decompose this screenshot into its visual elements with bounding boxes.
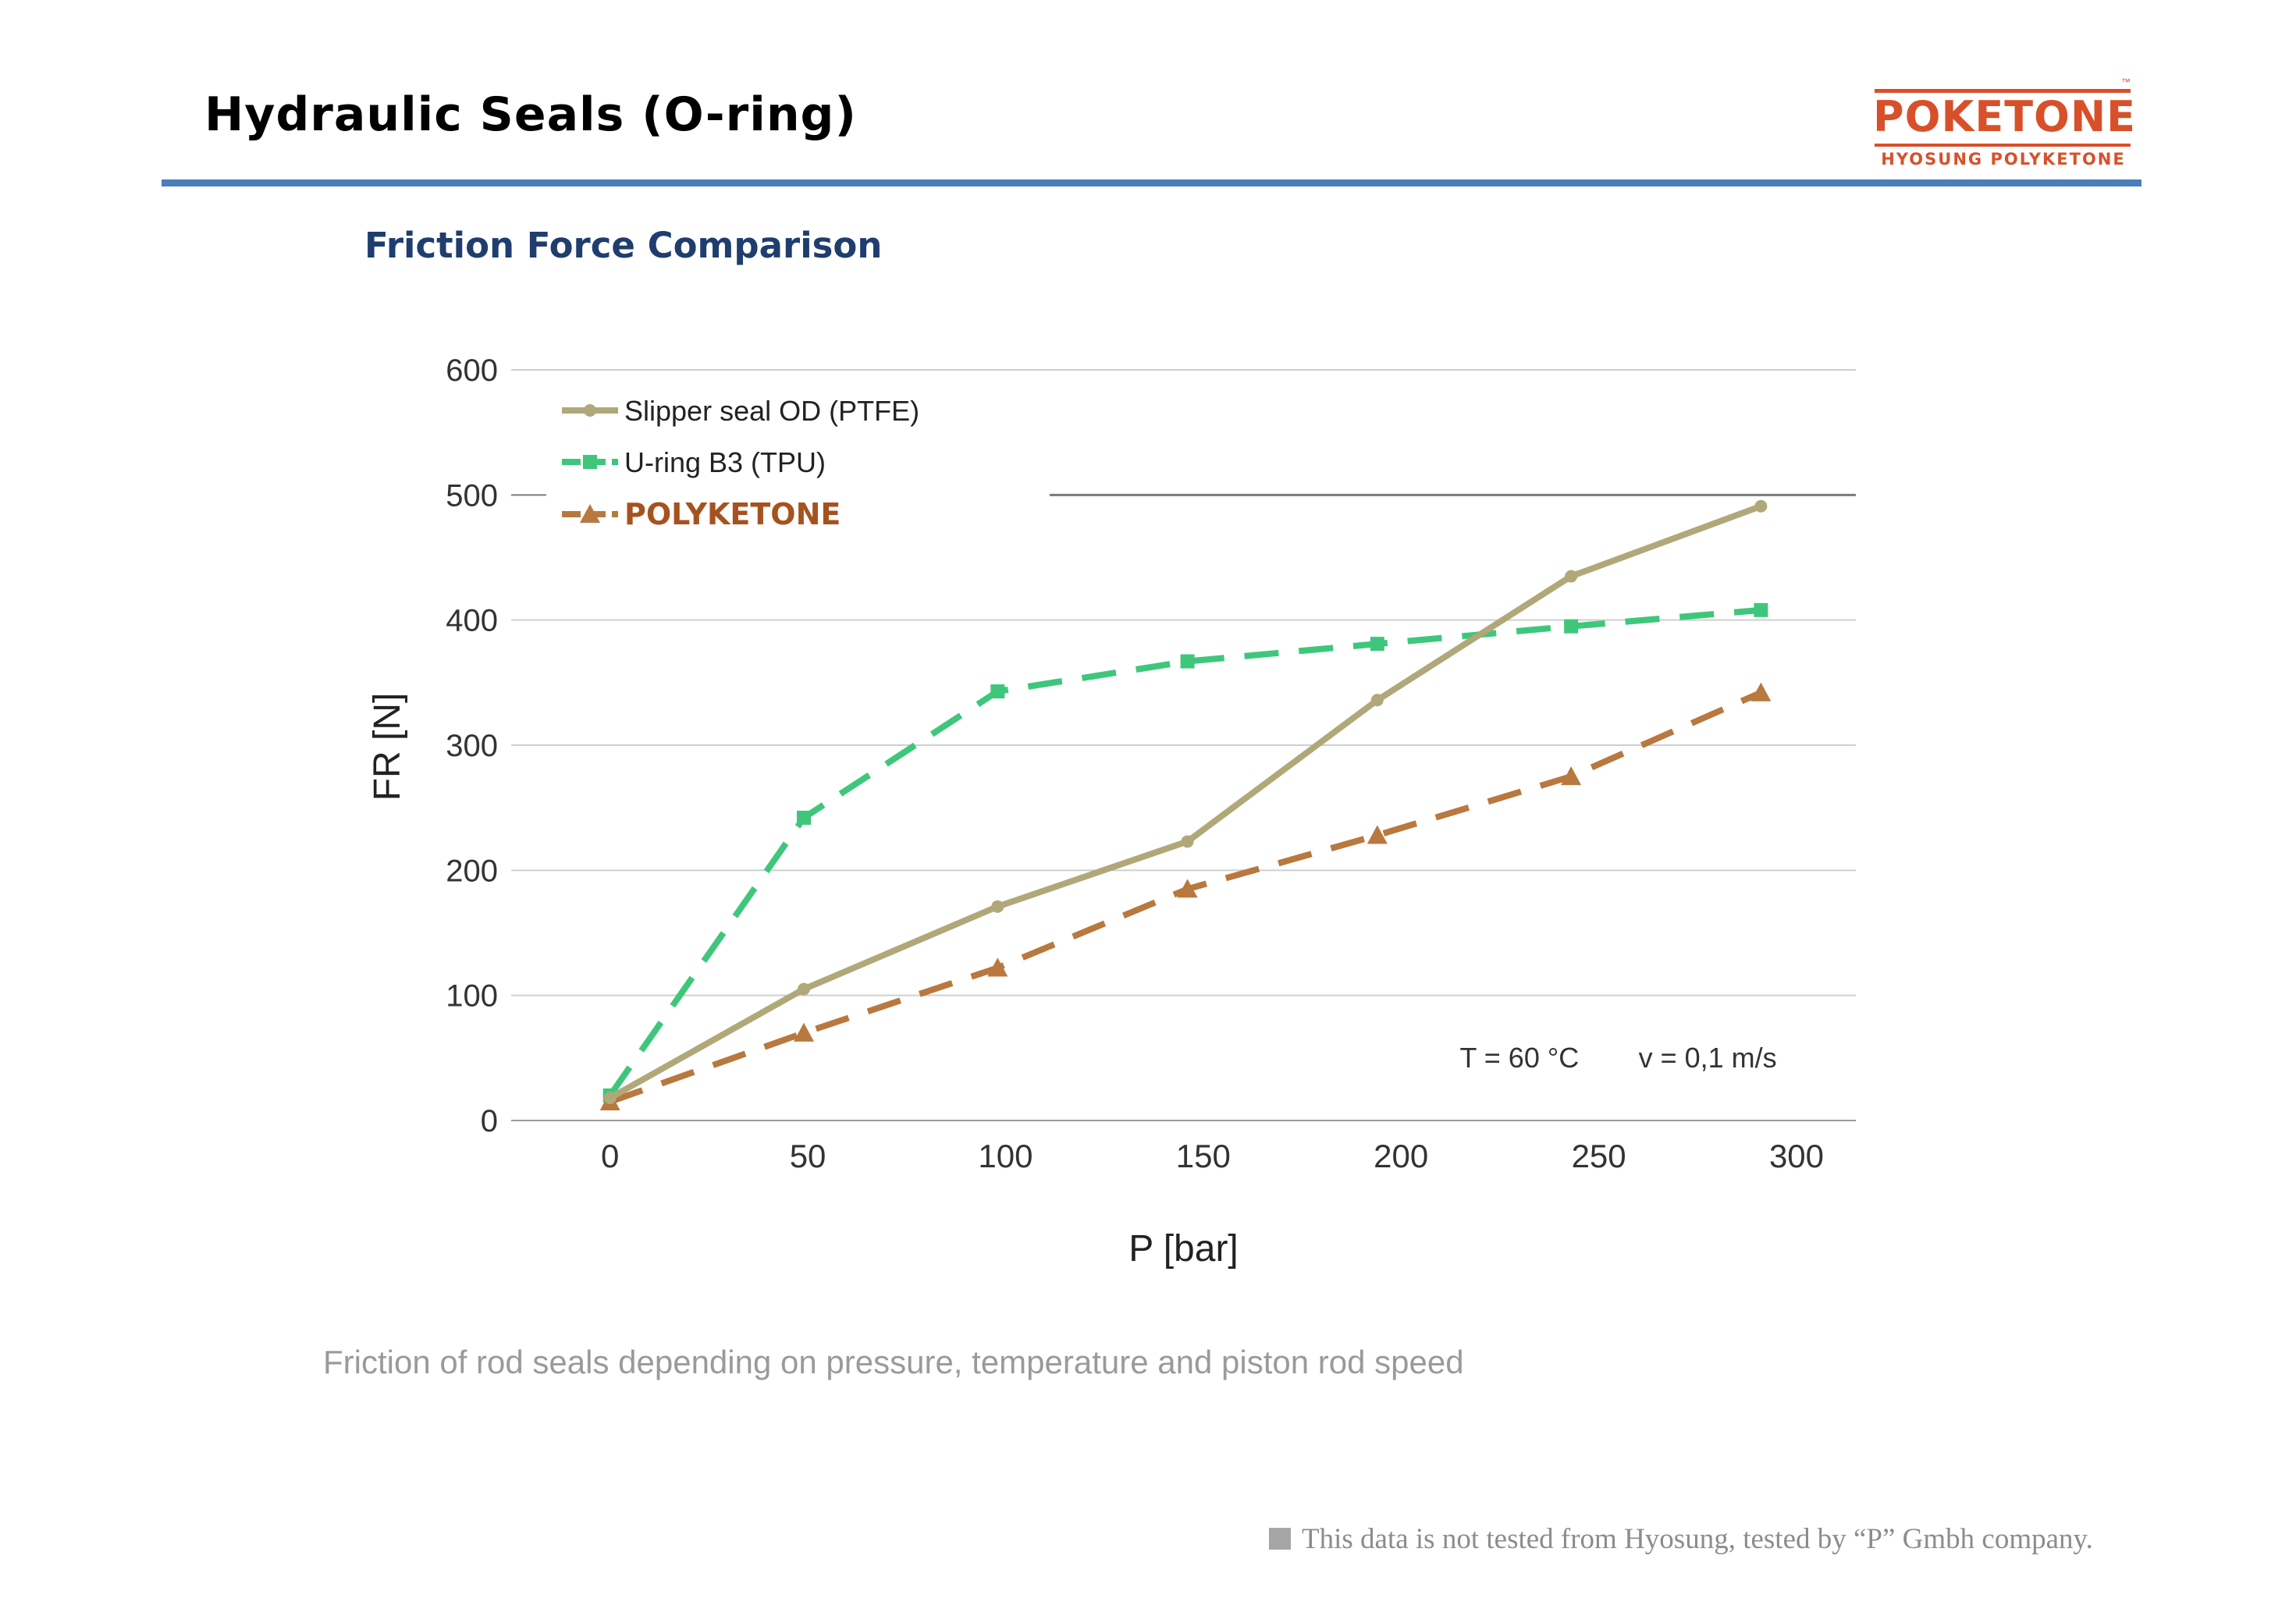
data-point: [583, 455, 597, 469]
x-tick-label: 200: [1374, 1138, 1428, 1174]
y-tick-label: 300: [446, 729, 498, 763]
data-point: [797, 810, 812, 825]
legend-label: U-ring B3 (TPU): [624, 446, 826, 478]
x-tick-label: 0: [601, 1138, 619, 1174]
brand-logo: ™ POKETONE HYOSUNG POLYKETONE: [1873, 76, 2137, 173]
brand-top-rule: [1875, 89, 2131, 93]
footnote-text: This data is not tested from Hyosung, te…: [1302, 1522, 2093, 1555]
series-line-2: [607, 606, 1761, 1098]
brand-name: POKETONE: [1873, 92, 2137, 141]
y-tick-label: 400: [446, 604, 498, 638]
data-point: [1561, 766, 1582, 786]
chart-caption: Friction of rod seals depending on press…: [323, 1344, 1464, 1380]
data-point: [1181, 835, 1194, 848]
x-tick-label: 150: [1176, 1138, 1231, 1174]
data-point: [987, 957, 1008, 977]
data-point: [1750, 682, 1772, 701]
x-tick-label: 100: [978, 1138, 1032, 1174]
chart-annotation: T = 60 °C: [1459, 1042, 1579, 1074]
data-point: [1754, 602, 1768, 617]
brand-tagline: HYOSUNG POLYKETONE: [1881, 150, 2126, 169]
footnote: This data is not tested from Hyosung, te…: [1269, 1522, 2093, 1556]
slide-title: Hydraulic Seals (O-ring): [204, 87, 857, 142]
data-point: [1177, 879, 1198, 898]
trademark-symbol: ™: [2121, 76, 2131, 87]
y-axis-label: FR [N]: [367, 693, 408, 801]
x-tick-label: 50: [790, 1138, 826, 1174]
data-point: [990, 684, 1005, 699]
data-point: [798, 982, 811, 996]
data-point: [1370, 694, 1384, 707]
series-line-1: [608, 503, 1762, 1101]
data-point: [991, 900, 1004, 913]
chart-annotation: v = 0,1 m/s: [1639, 1042, 1777, 1074]
data-point: [580, 504, 600, 524]
y-tick-label: 500: [446, 478, 498, 513]
data-point: [1565, 570, 1578, 583]
data-point: [1370, 637, 1384, 652]
data-point: [1367, 825, 1388, 844]
data-point: [1754, 499, 1768, 513]
x-tick-label: 300: [1769, 1138, 1824, 1174]
section-title: Friction Force Comparison: [364, 225, 883, 266]
y-tick-label: 200: [446, 854, 498, 888]
brand-bottom-rule: [1875, 144, 2131, 147]
data-point: [1564, 619, 1579, 634]
bullet-square-icon: [1269, 1528, 1291, 1550]
data-point: [794, 1022, 815, 1042]
data-point: [584, 404, 596, 417]
legend-label: POLYKETONE: [624, 497, 841, 531]
x-axis-label: P [bar]: [1128, 1228, 1239, 1270]
y-tick-label: 100: [446, 979, 498, 1014]
x-tick-label: 250: [1572, 1138, 1626, 1174]
y-tick-label: 0: [481, 1104, 498, 1138]
header-divider: [162, 179, 2141, 186]
y-tick-label: 600: [446, 353, 498, 388]
data-point: [603, 1092, 617, 1105]
legend-label: Slipper seal OD (PTFE): [624, 395, 919, 427]
data-point: [1180, 654, 1195, 669]
